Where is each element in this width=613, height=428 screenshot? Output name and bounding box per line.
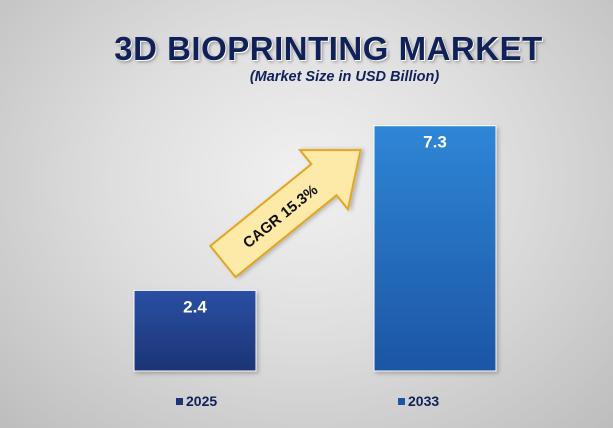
legend-swatch-2033 — [398, 398, 405, 405]
legend-swatch-2025 — [176, 398, 183, 405]
legend-label-2025: 2025 — [186, 393, 217, 409]
legend: 2025 2033 — [176, 393, 439, 409]
cagr-arrow-shape — [208, 149, 362, 279]
chart-subtitle: (Market Size in USD Billion) — [249, 69, 440, 85]
cagr-arrow: CAGR 15.3% — [208, 149, 362, 279]
data-label-2025: 2.4 — [183, 297, 207, 316]
chart-title: 3D BIOPRINTING MARKET — [114, 30, 543, 67]
bar-2033 — [373, 125, 497, 372]
bar-2025 — [133, 289, 257, 372]
data-label-2033: 7.3 — [423, 133, 447, 152]
legend-label-2033: 2033 — [408, 393, 439, 409]
